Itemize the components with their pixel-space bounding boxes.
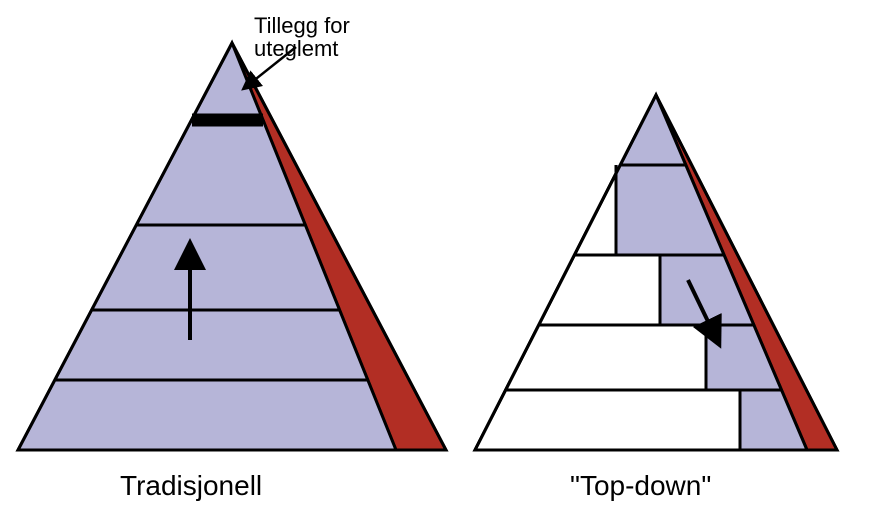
right-step-apex xyxy=(620,95,686,165)
left-caption: Tradisjonell xyxy=(120,470,262,502)
annotation-line2: uteglemt xyxy=(254,36,338,61)
left-pyramid xyxy=(18,43,446,450)
right-pyramid xyxy=(475,95,837,450)
diagram-canvas xyxy=(0,0,870,524)
right-caption: "Top-down" xyxy=(570,470,711,502)
annotation-line1: Tillegg for xyxy=(254,13,350,38)
annotation-tillegg: Tillegg for uteglemt xyxy=(254,14,350,60)
